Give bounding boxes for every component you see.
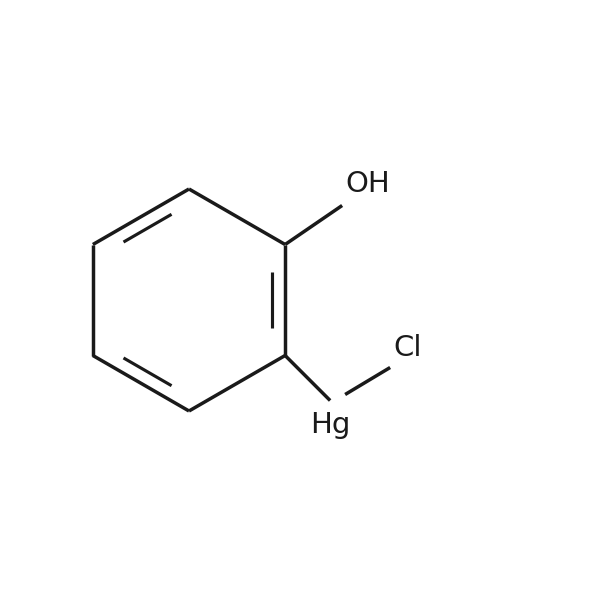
Text: Cl: Cl bbox=[393, 334, 422, 361]
Text: Hg: Hg bbox=[310, 412, 350, 439]
Text: OH: OH bbox=[345, 170, 390, 198]
